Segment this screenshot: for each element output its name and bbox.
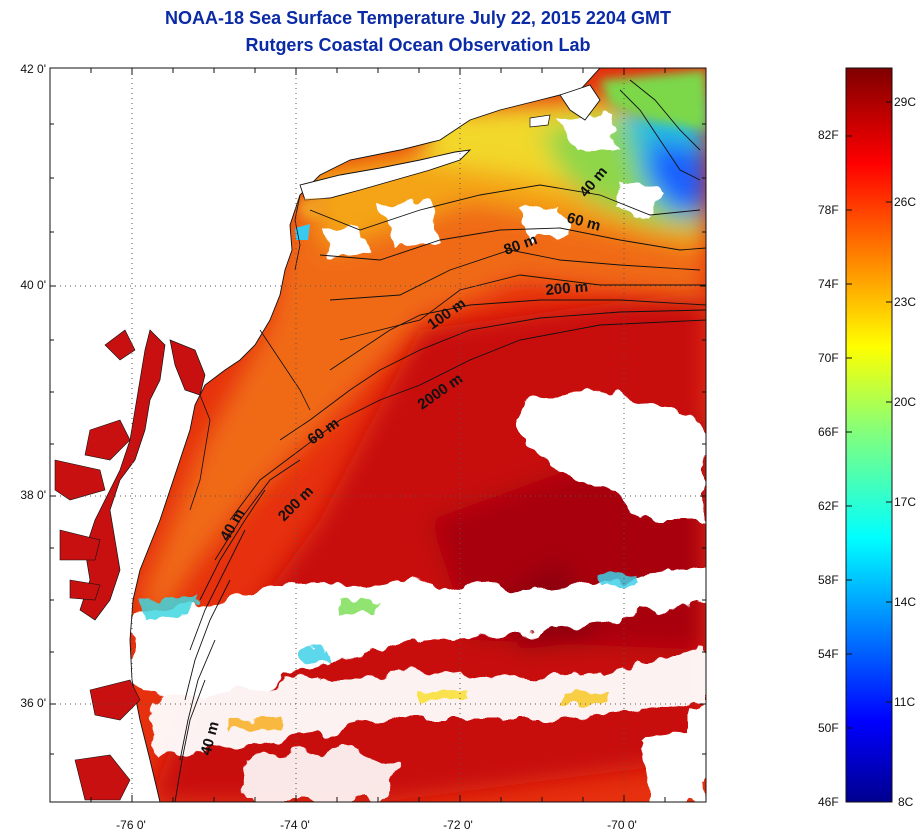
- lon-tick-label: -72 0': [443, 818, 473, 832]
- map-panel: [50, 68, 706, 802]
- chesapeake-bay: [79, 329, 166, 621]
- colorbar-c-label: 29C: [894, 95, 917, 109]
- isobath-label: 200 m: [545, 278, 589, 299]
- lon-tick-label: -74 0': [280, 818, 310, 832]
- colorbar-f-label: 74F: [818, 277, 839, 291]
- colorbar-c-label: 23C: [894, 295, 917, 309]
- colorbar-f-label: 66F: [818, 425, 839, 439]
- colorbar-c-label: 11C: [894, 695, 916, 709]
- colorbar-f-label: 70F: [818, 351, 839, 365]
- lat-tick-label: 42 0': [20, 62, 46, 76]
- colorbar-f-label: 62F: [818, 499, 839, 513]
- colorbar-c-label: 8C: [898, 795, 914, 809]
- map-title: NOAA-18 Sea Surface Temperature July 22,…: [165, 8, 671, 28]
- colorbar-f-label: 58F: [818, 573, 839, 587]
- colorbar-f-label: 46F: [818, 795, 839, 809]
- lon-tick-label: -70 0': [607, 818, 637, 832]
- colorbar-c-label: 17C: [894, 495, 917, 509]
- land: [50, 68, 601, 802]
- colorbar-f-label: 54F: [818, 647, 839, 661]
- colorbar-f-label: 78F: [818, 203, 839, 217]
- colorbar-f-label: 82F: [818, 128, 839, 142]
- lat-tick-label: 40 0': [20, 278, 46, 292]
- colorbar-c-label: 20C: [894, 395, 917, 409]
- axis-ticks: [50, 67, 706, 802]
- cape-cod: [559, 84, 601, 121]
- lon-tick-label: -76 0': [116, 818, 146, 832]
- map-subtitle: Rutgers Coastal Ocean Observation Lab: [245, 35, 591, 55]
- lat-tick-label: 38 0': [20, 488, 46, 502]
- colorbar-ticks: [846, 101, 892, 729]
- colorbar-c-label: 14C: [894, 595, 917, 609]
- isobaths: [174, 79, 706, 802]
- long-island: [299, 149, 472, 201]
- colorbar-f-label: 50F: [818, 721, 839, 735]
- colorbar-c-label: 26C: [894, 195, 917, 209]
- colorbar: [845, 67, 893, 803]
- lat-tick-label: 36 0': [20, 696, 46, 710]
